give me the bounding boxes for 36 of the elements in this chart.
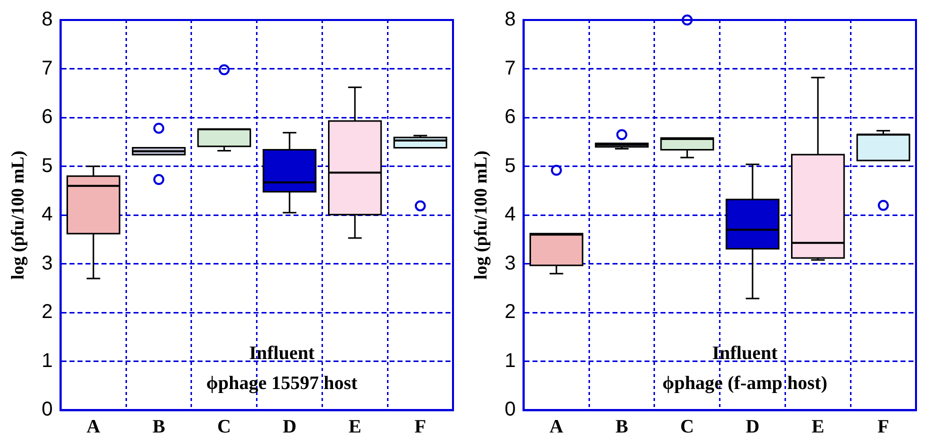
x-tick-label: C [217,416,232,438]
x-tick-label: B [152,416,166,438]
y-tick-label: 1 [42,350,53,372]
x-tick-label: B [615,416,628,438]
annotation: Influent [712,343,778,364]
x-tick-label: D [282,416,296,438]
y-tick-label: 4 [504,204,516,226]
x-tick-label: E [348,416,362,438]
x-tick-label: C [680,416,694,438]
y-tick-label: 7 [504,57,516,80]
y-tick-label: 7 [42,57,53,80]
y-tick-label: 5 [504,154,516,177]
x-tick-label: A [550,416,564,438]
x-tick-label: F [414,416,426,438]
y-tick-label: 2 [504,301,516,324]
y-tick-label: 6 [504,106,516,128]
annotation: ϕphage 15597 host [206,373,358,394]
y-tick-label: 0 [504,398,516,421]
y-tick-label: 3 [504,252,516,274]
x-tick-label: A [86,416,101,438]
annotation: ϕphage (f-amp host) [662,373,828,394]
annotation: Influent [249,343,316,364]
y-tick-label: 4 [42,204,53,226]
y-tick-label: 0 [42,398,53,421]
x-tick-label: E [812,416,824,438]
y-tick-label: 3 [42,252,53,274]
y-tick-label: 2 [42,301,53,324]
y-tick-label: 5 [42,154,53,177]
x-tick-label: F [878,416,890,438]
y-tick-label: 1 [504,350,516,372]
y-tick-label: 6 [42,106,53,128]
x-tick-label: D [746,416,760,438]
y-tick-label: 8 [504,8,516,31]
y-axis-title: log (pfu/100 mL) [7,150,28,280]
y-tick-label: 8 [42,8,53,31]
y-axis-title: log (pfu/100 mL) [470,150,490,280]
